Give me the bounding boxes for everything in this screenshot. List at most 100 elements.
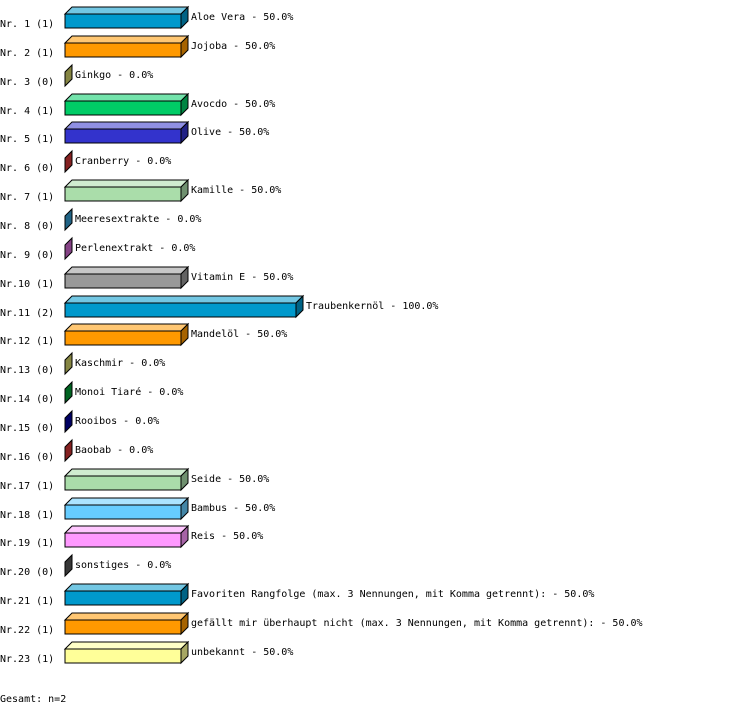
bar bbox=[64, 273, 182, 289]
row-label: Nr. 4 (1) bbox=[0, 106, 54, 117]
bar-side bbox=[64, 438, 73, 463]
value-label: Kamille - 50.0% bbox=[191, 185, 281, 196]
bar-row: Nr. 5 (1) Olive - 50.0% bbox=[0, 120, 269, 145]
row-label: Nr.19 (1) bbox=[0, 538, 54, 549]
bar bbox=[64, 504, 182, 520]
bar bbox=[64, 619, 182, 635]
bar-top bbox=[63, 497, 190, 506]
bar-side bbox=[180, 5, 189, 30]
bar-side bbox=[180, 178, 189, 203]
value-label: Rooibos - 0.0% bbox=[75, 416, 159, 427]
bar-side bbox=[64, 409, 73, 434]
bar-side bbox=[180, 467, 189, 492]
bar-top bbox=[63, 468, 190, 477]
bar-top bbox=[63, 35, 190, 44]
row-label: Nr.16 (0) bbox=[0, 452, 54, 463]
row-label: Nr.11 (2) bbox=[0, 308, 54, 319]
bar-top bbox=[63, 266, 190, 275]
bar-row: Nr. 3 (0) Ginkgo - 0.0% bbox=[0, 63, 153, 88]
row-label: Nr.12 (1) bbox=[0, 336, 54, 347]
bar-row: Nr. 1 (1) Aloe Vera - 50.0% bbox=[0, 5, 293, 30]
value-label: Ginkgo - 0.0% bbox=[75, 70, 153, 81]
bar-side bbox=[64, 149, 73, 174]
row-label: Nr.14 (0) bbox=[0, 394, 54, 405]
bar bbox=[64, 330, 182, 346]
bar-row: Nr.15 (0) Rooibos - 0.0% bbox=[0, 409, 159, 434]
value-label: Olive - 50.0% bbox=[191, 127, 269, 138]
row-label: Nr.18 (1) bbox=[0, 510, 54, 521]
bar bbox=[64, 475, 182, 491]
value-label: Baobab - 0.0% bbox=[75, 445, 153, 456]
bar-top bbox=[63, 641, 190, 650]
value-label: gefällt mir überhaupt nicht (max. 3 Nenn… bbox=[191, 618, 643, 629]
row-label: Nr.17 (1) bbox=[0, 481, 54, 492]
value-label: Avocdo - 50.0% bbox=[191, 99, 275, 110]
bar-side bbox=[180, 92, 189, 117]
bar-row: Nr.17 (1) Seide - 50.0% bbox=[0, 467, 269, 492]
bar-top bbox=[63, 93, 190, 102]
bar-row: Nr. 9 (0) Perlenextrakt - 0.0% bbox=[0, 236, 195, 261]
value-label: Monoi Tiaré - 0.0% bbox=[75, 386, 183, 398]
row-label: Nr. 3 (0) bbox=[0, 77, 54, 88]
bar bbox=[64, 590, 182, 606]
row-label: Nr.13 (0) bbox=[0, 365, 54, 376]
bar-row: Nr. 6 (0) Cranberry - 0.0% bbox=[0, 149, 171, 174]
row-label: Nr. 1 (1) bbox=[0, 19, 54, 30]
bar-row: Nr.14 (0) Monoi Tiaré - 0.0% bbox=[0, 380, 183, 405]
bar-side bbox=[64, 351, 73, 376]
row-label: Nr. 7 (1) bbox=[0, 192, 54, 203]
bar-side bbox=[180, 322, 189, 347]
row-label: Nr.21 (1) bbox=[0, 596, 54, 607]
bar-side bbox=[180, 611, 189, 636]
value-label: Seide - 50.0% bbox=[191, 474, 269, 485]
bar-row: Nr. 7 (1) Kamille - 50.0% bbox=[0, 178, 281, 203]
bar-row: Nr.10 (1) Vitamin E - 50.0% bbox=[0, 265, 293, 290]
value-label: Vitamin E - 50.0% bbox=[191, 272, 293, 283]
bar-side bbox=[64, 207, 73, 232]
bar-row: Nr.13 (0) Kaschmir - 0.0% bbox=[0, 351, 165, 376]
bar-row: Nr.12 (1) Mandelöl - 50.0% bbox=[0, 322, 287, 347]
bar-side bbox=[64, 236, 73, 261]
value-label: Jojoba - 50.0% bbox=[191, 41, 275, 52]
bar-row: Nr.16 (0) Baobab - 0.0% bbox=[0, 438, 153, 463]
bar-top bbox=[63, 295, 305, 304]
bar-row: Nr.11 (2) Traubenkernöl - 100.0% bbox=[0, 294, 438, 319]
value-label: Meeresextrakte - 0.0% bbox=[75, 214, 201, 225]
bar bbox=[64, 302, 297, 318]
row-label: Nr. 2 (1) bbox=[0, 48, 54, 59]
value-label: unbekannt - 50.0% bbox=[191, 647, 293, 658]
bar bbox=[64, 648, 182, 664]
bar bbox=[64, 532, 182, 548]
row-label: Nr.10 (1) bbox=[0, 279, 54, 290]
value-label: Traubenkernöl - 100.0% bbox=[306, 301, 438, 312]
bar-row: Nr. 8 (0) Meeresextrakte - 0.0% bbox=[0, 207, 201, 232]
bar-side bbox=[180, 120, 189, 145]
bar-side bbox=[180, 34, 189, 59]
value-label: Reis - 50.0% bbox=[191, 531, 263, 542]
bar-side bbox=[180, 640, 189, 665]
bar-side bbox=[64, 63, 73, 88]
bar-side bbox=[180, 496, 189, 521]
value-label: Favoriten Rangfolge (max. 3 Nennungen, m… bbox=[191, 589, 594, 600]
row-label: Nr. 5 (1) bbox=[0, 134, 54, 145]
bar bbox=[64, 100, 182, 116]
bar-row: Nr. 2 (1) Jojoba - 50.0% bbox=[0, 34, 275, 59]
bar bbox=[64, 42, 182, 58]
bar-side bbox=[64, 380, 73, 405]
bar-side bbox=[64, 553, 73, 578]
row-label: Nr.20 (0) bbox=[0, 567, 54, 578]
value-label: Cranberry - 0.0% bbox=[75, 156, 171, 167]
bar-row: Nr.18 (1) Bambus - 50.0% bbox=[0, 496, 275, 521]
bar-top bbox=[63, 121, 190, 130]
bar-row: Nr.21 (1) Favoriten Rangfolge (max. 3 Nen… bbox=[0, 582, 594, 607]
bar-top bbox=[63, 525, 190, 534]
value-label: Mandelöl - 50.0% bbox=[191, 329, 287, 340]
bar-side bbox=[180, 524, 189, 549]
value-label: Bambus - 50.0% bbox=[191, 503, 275, 514]
value-label: Kaschmir - 0.0% bbox=[75, 358, 165, 369]
bar-top bbox=[63, 583, 190, 592]
row-label: Nr.22 (1) bbox=[0, 625, 54, 636]
total-footer: Gesamt: n=2 bbox=[0, 694, 66, 705]
row-label: Nr. 8 (0) bbox=[0, 221, 54, 232]
